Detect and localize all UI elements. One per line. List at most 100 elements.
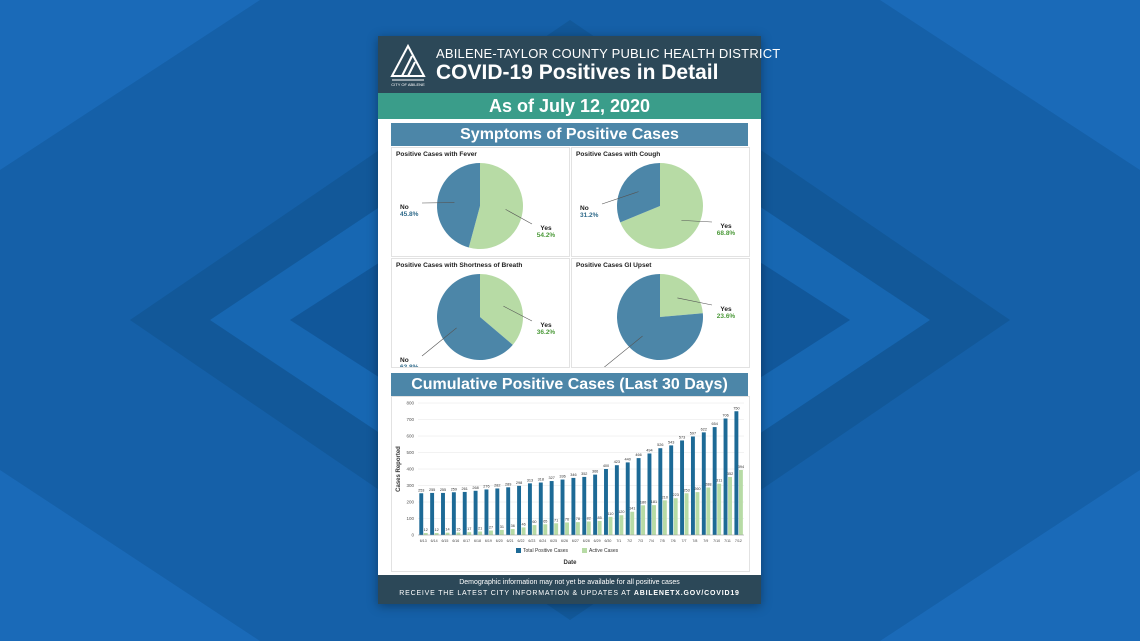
data-label-total: 706: [722, 414, 728, 418]
bar-active: [489, 530, 493, 535]
data-label-active: 253: [683, 488, 689, 492]
x-tick-label: 7/4: [649, 539, 654, 543]
data-label-active: 76: [565, 517, 569, 521]
x-tick-label: 7/11: [724, 539, 731, 543]
y-tick-label: 100: [406, 516, 414, 521]
bar-active: [684, 493, 689, 535]
bar-total: [625, 462, 630, 535]
data-label-active: 36: [511, 524, 515, 528]
footer-cta: RECEIVE THE LATEST CITY INFORMATION & UP…: [378, 590, 761, 597]
bar-active: [652, 505, 656, 535]
data-label-active: 12: [424, 528, 428, 532]
data-label-active: 210: [662, 495, 668, 499]
data-label-total: 282: [494, 483, 500, 487]
bar-total: [734, 411, 739, 535]
x-tick-label: 6/13: [420, 539, 427, 543]
footer-link[interactable]: ABILENETX.GOV/COVID19: [633, 590, 740, 597]
data-label-total: 494: [646, 448, 652, 452]
bar-active: [619, 515, 624, 535]
bar-total: [690, 436, 695, 535]
data-label-active: 31: [500, 525, 504, 529]
data-label-total: 654: [711, 422, 717, 426]
y-tick-label: 800: [406, 401, 414, 406]
bar-active: [456, 532, 461, 535]
bar-total: [680, 440, 685, 535]
data-label-total: 336: [559, 475, 565, 479]
city-logo-icon: CITY OF ABILENE: [390, 43, 426, 87]
bar-total: [517, 485, 522, 535]
bar-active: [434, 533, 439, 535]
pie-leader-yes: [677, 297, 713, 306]
pie-title: Positive Cases with Shortness of Breath: [396, 262, 523, 269]
pie-leader-no: [421, 327, 457, 357]
pie-label-yes: Yes: [540, 225, 552, 232]
data-label-active: 17: [467, 527, 471, 531]
pie-title: Positive Cases GI Upset: [576, 262, 652, 269]
x-tick-label: 6/21: [507, 539, 514, 543]
poster-header: CITY OF ABILENE ABILENE-TAYLOR COUNTY PU…: [378, 36, 780, 93]
bar-total: [484, 489, 489, 535]
symptoms-heading: Symptoms of Positive Cases: [391, 123, 748, 146]
legend-swatch-active: [582, 548, 587, 553]
data-label-active: 60: [532, 520, 536, 524]
cumulative-bar-chart: 0 100 200 300 400 500 600 700 800 253 12 6/13 255 12 6…: [396, 401, 744, 567]
bar-active: [575, 522, 580, 535]
data-label-total: 400: [603, 464, 609, 468]
legend-label-total: Total Positive Cases: [523, 548, 569, 554]
pie-slice-yes: [480, 274, 523, 345]
data-label-active: 71: [554, 518, 558, 522]
x-tick-label: 6/26: [561, 539, 568, 543]
pie-value-no: 63.8%: [400, 364, 419, 367]
bar-total: [647, 453, 652, 535]
data-label-total: 276: [483, 484, 489, 488]
data-label-active: 260: [694, 487, 700, 491]
bar-total: [506, 487, 511, 535]
data-label-active: 110: [607, 512, 613, 516]
data-label-total: 440: [625, 457, 631, 461]
bar-total: [419, 493, 424, 535]
data-label-active: 15: [456, 528, 460, 532]
y-axis-label: Cases Reported: [396, 446, 402, 492]
x-tick-label: 6/24: [539, 539, 546, 543]
data-label-total: 318: [538, 478, 544, 482]
x-tick-label: 7/5: [660, 539, 665, 543]
bar-total: [473, 490, 478, 535]
x-tick-label: 6/30: [604, 539, 611, 543]
bar-active: [630, 511, 635, 535]
data-label-total: 255: [429, 488, 435, 492]
x-tick-label: 7/1: [616, 539, 621, 543]
data-label-total: 366: [592, 470, 598, 474]
y-tick-label: 700: [406, 417, 414, 422]
y-tick-label: 500: [406, 450, 414, 455]
data-label-total: 313: [527, 478, 533, 482]
x-tick-label: 6/14: [431, 539, 438, 543]
y-tick-label: 400: [406, 467, 414, 472]
data-label-total: 526: [657, 443, 663, 447]
data-label-total: 298: [516, 481, 522, 485]
bar-total: [549, 481, 554, 535]
pie-value-no: 45.8%: [400, 211, 419, 218]
pie-slice-yes: [660, 274, 703, 317]
bar-total: [614, 465, 619, 535]
pie-value-yes: 23.6%: [717, 313, 736, 320]
bar-total: [636, 458, 641, 535]
bar-active: [565, 522, 569, 535]
data-label-active: 311: [716, 479, 722, 483]
divider: [378, 119, 761, 123]
pie-label-no: No: [400, 357, 409, 364]
bar-active: [717, 483, 722, 535]
bar-active: [499, 529, 504, 535]
bar-active: [673, 498, 678, 535]
data-label-total: 289: [505, 482, 511, 486]
pie-label-no: No: [580, 205, 589, 212]
data-label-active: 288: [705, 482, 711, 486]
data-label-active: 21: [478, 527, 482, 531]
data-label-total: 352: [581, 472, 587, 476]
bar-active: [554, 523, 559, 535]
bar-total: [538, 482, 543, 535]
bar-active: [695, 492, 700, 535]
pie-panel-cough: Positive Cases with Cough Yes 68.8% No 31.2…: [571, 147, 750, 257]
organization-name: ABILENE-TAYLOR COUNTY PUBLIC HEALTH DIST…: [436, 46, 781, 61]
bar-active: [738, 469, 743, 535]
